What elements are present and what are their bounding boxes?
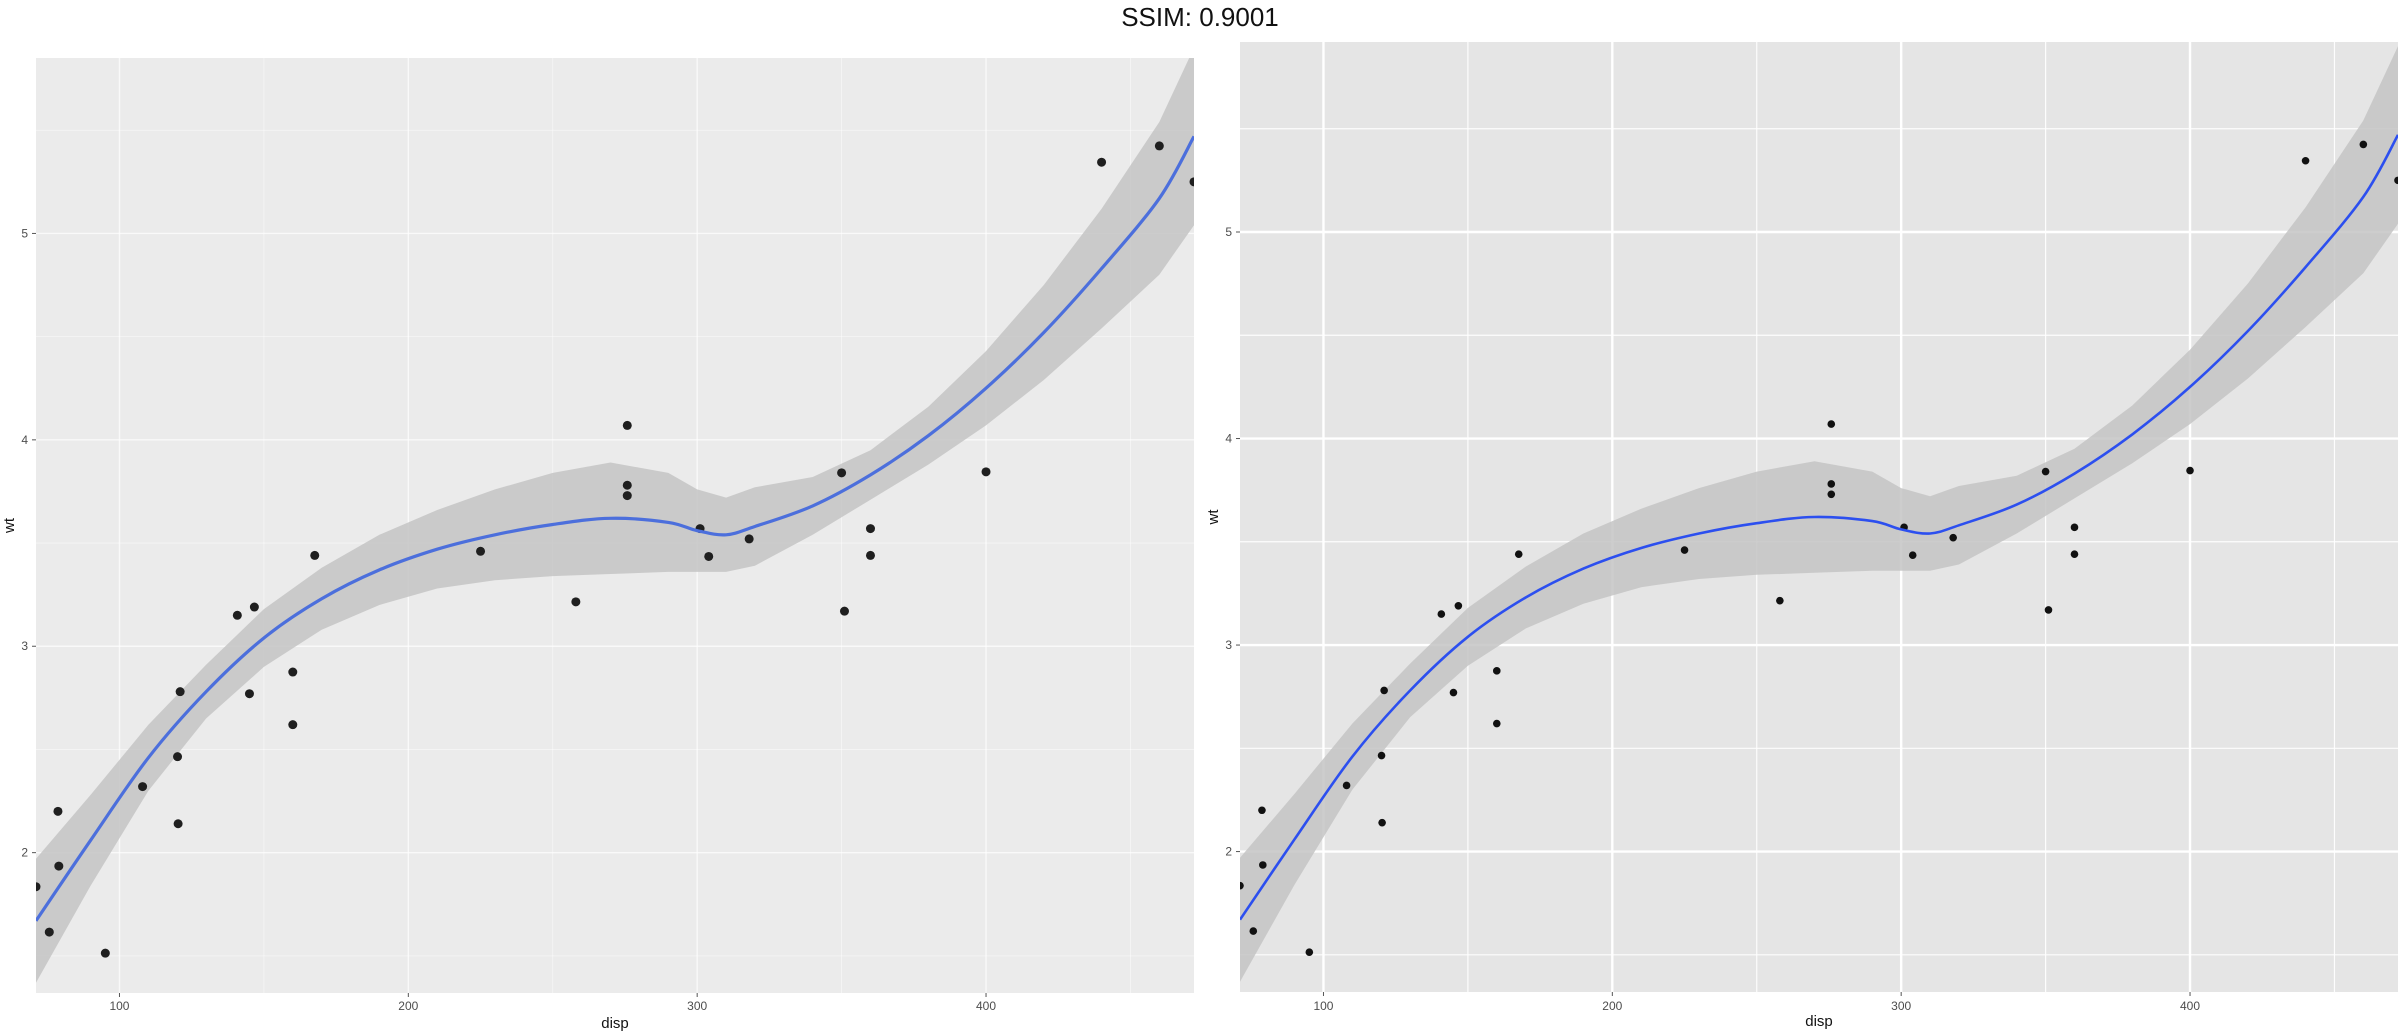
data-point <box>1258 806 1266 815</box>
data-point <box>173 819 183 829</box>
smooth-line <box>36 135 1194 922</box>
data-point <box>288 720 298 730</box>
x-tick-label: 200 <box>1602 999 1622 1013</box>
data-point <box>1377 751 1386 760</box>
data-point <box>1437 610 1446 618</box>
data-point <box>232 610 242 620</box>
left-chart: 100 200 300 400 2 3 4 5 disp wt <box>1 58 1194 1032</box>
data-point <box>622 480 632 490</box>
data-point <box>44 927 54 937</box>
x-tick-label: 300 <box>687 999 707 1013</box>
data-point <box>1240 881 1244 890</box>
data-point <box>704 551 714 561</box>
data-point <box>1514 550 1523 558</box>
data-point <box>1949 533 1957 542</box>
data-point <box>2070 550 2079 558</box>
image-title: SSIM: 0.9001 <box>1121 2 1279 32</box>
y-tick-label: 2 <box>1225 845 1232 859</box>
data-point <box>1827 420 1836 428</box>
data-point <box>839 606 849 616</box>
data-point <box>865 550 875 560</box>
data-point <box>1189 177 1194 187</box>
data-point <box>1380 686 1388 695</box>
data-point <box>36 882 41 892</box>
data-point <box>54 861 64 871</box>
y-tick-label: 5 <box>21 226 28 240</box>
data-point <box>1492 719 1501 728</box>
data-point <box>2041 467 2050 476</box>
data-point <box>2044 606 2053 614</box>
data-point <box>981 467 991 477</box>
data-point <box>2359 140 2368 149</box>
data-point <box>1378 818 1386 827</box>
data-point <box>138 782 148 792</box>
data-point <box>1492 667 1501 675</box>
y-axis-title: wt <box>1205 509 1222 526</box>
data-point <box>1680 546 1689 554</box>
data-points <box>1240 140 2398 956</box>
data-point <box>571 597 581 607</box>
x-tick-label: 100 <box>1313 999 1333 1013</box>
y-tick-label: 5 <box>1225 225 1232 239</box>
x-tick-label: 100 <box>109 999 129 1013</box>
y-tick-label: 4 <box>21 433 28 447</box>
data-point <box>1154 141 1164 151</box>
right-chart: 100 200 300 400 2 3 4 5 disp wt <box>1205 42 2398 1030</box>
data-point <box>2301 156 2310 165</box>
data-point <box>622 420 632 430</box>
data-point <box>249 602 259 612</box>
data-point <box>837 468 847 478</box>
data-point <box>1776 596 1784 605</box>
y-tick-label: 4 <box>1225 432 1232 446</box>
data-point <box>1097 157 1107 167</box>
data-point <box>2186 466 2194 475</box>
data-points <box>36 141 1194 958</box>
data-point <box>622 491 632 501</box>
x-axis-title: disp <box>1805 1013 1833 1030</box>
data-point <box>53 806 63 816</box>
data-point <box>1305 948 1314 956</box>
x-tick-label: 400 <box>2180 999 2200 1013</box>
y-axis-title: wt <box>1 517 18 534</box>
data-point <box>1342 781 1351 790</box>
data-point <box>2070 523 2079 532</box>
data-point <box>476 546 486 556</box>
smooth-line <box>1240 134 2398 921</box>
x-tick-label: 300 <box>1891 999 1911 1013</box>
data-point <box>100 948 110 958</box>
data-point <box>1454 602 1463 610</box>
data-point <box>175 687 185 697</box>
data-point <box>2394 176 2398 185</box>
data-point <box>1908 551 1917 560</box>
x-tick-label: 400 <box>976 999 996 1013</box>
confidence-band <box>1240 46 2398 982</box>
confidence-band <box>36 58 1194 983</box>
data-point <box>244 689 254 699</box>
data-point <box>310 550 320 560</box>
data-point <box>1827 480 1836 488</box>
data-point <box>1449 688 1458 697</box>
data-point <box>288 667 298 677</box>
x-tick-label: 200 <box>398 999 418 1013</box>
data-point <box>173 752 183 762</box>
x-axis-title: disp <box>601 1015 629 1032</box>
y-tick-label: 2 <box>21 846 28 860</box>
y-tick-label: 3 <box>1225 638 1232 652</box>
data-point <box>1259 861 1267 869</box>
data-point <box>1249 927 1258 935</box>
data-point <box>865 524 875 534</box>
data-point <box>1827 490 1836 499</box>
data-point <box>744 534 754 544</box>
y-tick-label: 3 <box>21 639 28 653</box>
